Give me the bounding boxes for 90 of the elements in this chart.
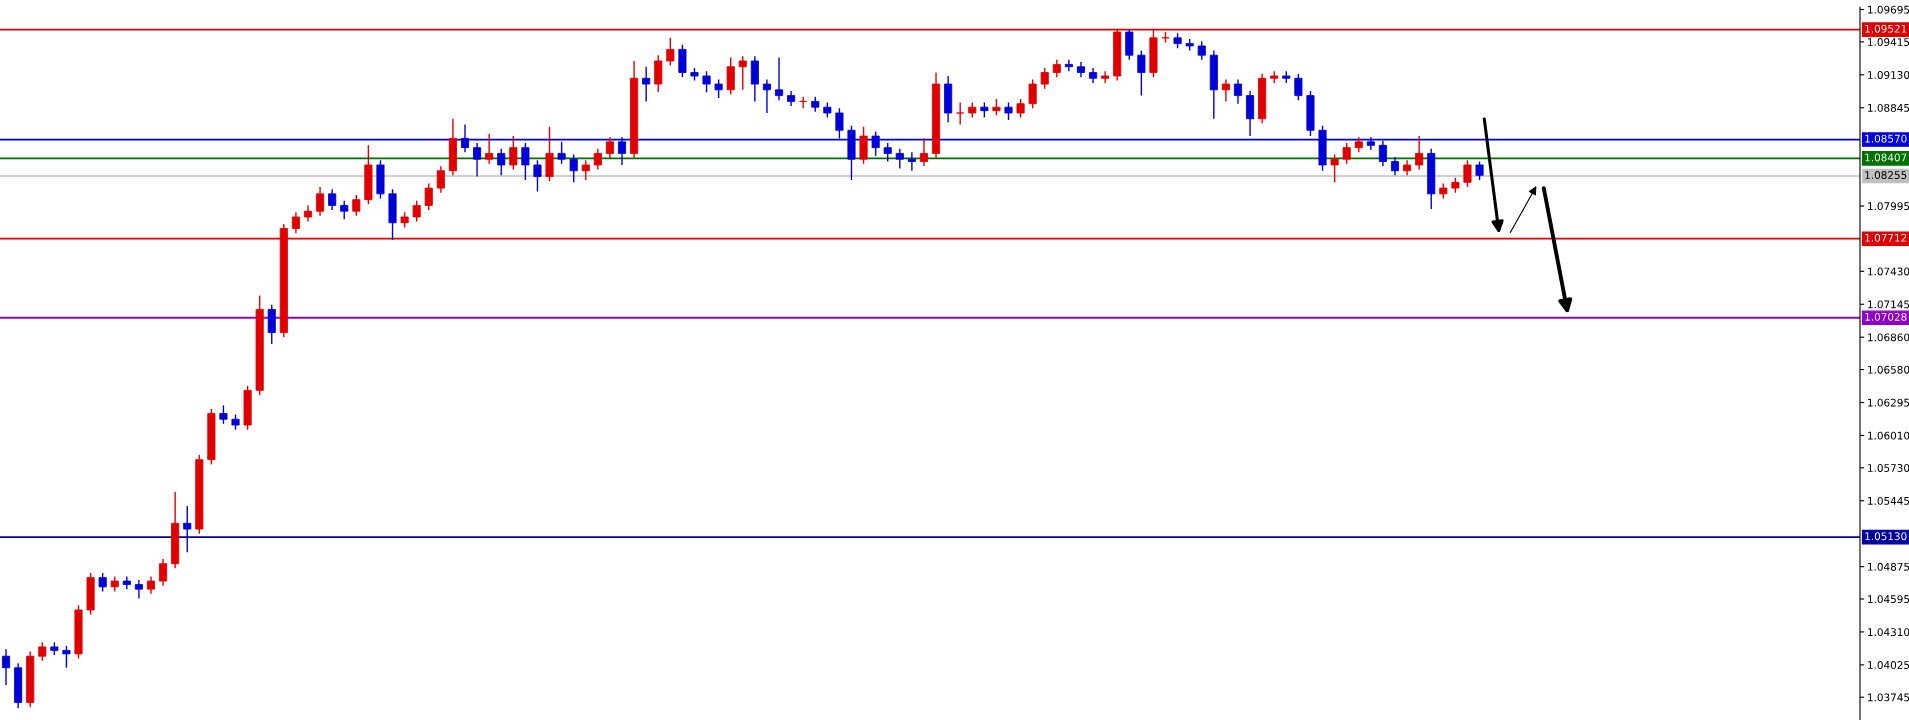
- candlestick: [219, 404, 228, 425]
- candlestick: [291, 211, 300, 234]
- candlestick: [956, 101, 965, 126]
- candlestick: [303, 204, 313, 223]
- candlestick: [1294, 72, 1303, 101]
- candlestick: [1016, 98, 1025, 119]
- candlestick: [1125, 29, 1134, 61]
- candlestick: [1233, 78, 1243, 105]
- candlestick: [62, 645, 71, 669]
- candlestick: [714, 78, 723, 99]
- candlestick: [895, 148, 904, 170]
- y-tick-label: 1.06580: [1868, 365, 1909, 374]
- candlestick: [1463, 159, 1472, 188]
- candlestick: [497, 148, 506, 177]
- y-tick-label: 1.07145: [1868, 300, 1909, 309]
- candlestick: [1101, 70, 1110, 84]
- candlestick: [2, 648, 11, 686]
- candlestick: [183, 505, 192, 553]
- ref-line-label: 1.08570: [1865, 134, 1907, 143]
- y-tick-label: 1.07430: [1868, 267, 1909, 276]
- y-tick-label: 1.04310: [1868, 628, 1909, 637]
- ref-line-label: 1.08255: [1865, 171, 1907, 179]
- candlestick: [593, 148, 602, 171]
- y-tick-label: 1.09130: [1868, 71, 1909, 79]
- candlestick: [134, 579, 143, 600]
- candlestick: [726, 56, 735, 96]
- candlestick: [340, 200, 349, 220]
- y-tick-label: 1.04025: [1868, 661, 1909, 669]
- candlestick: [1040, 67, 1049, 90]
- candlestick: [1415, 135, 1424, 171]
- y-tick-label: 1.05445: [1868, 496, 1909, 505]
- candlestick: [762, 78, 771, 114]
- candlestick: [859, 126, 868, 165]
- candlestick: [485, 133, 494, 165]
- candlestick: [1342, 142, 1351, 165]
- candlestick: [642, 66, 651, 103]
- candlestick: [436, 165, 445, 194]
- candlestick: [316, 186, 325, 217]
- candlestick: [352, 194, 361, 217]
- candlestick: [1197, 40, 1206, 61]
- candlestick: [545, 126, 554, 182]
- y-tick-label: 1.06860: [1868, 333, 1909, 342]
- candlestick: [1246, 90, 1255, 137]
- candlestick: [159, 558, 168, 587]
- candlestick: [473, 142, 482, 178]
- y-tick-label: 1.09415: [1868, 38, 1909, 46]
- y-tick-label: 1.03745: [1868, 693, 1909, 702]
- candlestick: [919, 137, 928, 167]
- y-tick-label: 1.04595: [1868, 595, 1909, 604]
- candlestick: [907, 151, 916, 172]
- candlestick: [521, 142, 530, 181]
- y-tick-label: 1.04875: [1868, 562, 1909, 571]
- ref-line-label: 1.07712: [1865, 233, 1907, 242]
- ref-line-label: 1.07028: [1865, 312, 1907, 321]
- candlestick: [98, 572, 107, 593]
- candlestick: [569, 153, 578, 184]
- candlestick: [1475, 160, 1484, 181]
- candlestick: [424, 182, 433, 211]
- candlestick: [533, 159, 542, 193]
- y-tick-label: 1.08845: [1868, 103, 1909, 112]
- candlestick: [666, 37, 675, 67]
- candlestick: [267, 304, 276, 345]
- candlestick: [678, 44, 687, 78]
- candlestick: [605, 136, 614, 159]
- y-tick-label: 1.06010: [1868, 431, 1909, 440]
- y-tick-label: 1.07995: [1868, 202, 1909, 211]
- candlestick: [412, 200, 421, 223]
- candlestick: [1137, 49, 1146, 97]
- candlestick: [557, 141, 566, 165]
- candlestick: [38, 641, 47, 662]
- candlestick: [1064, 59, 1073, 73]
- candlestick: [883, 142, 892, 163]
- ref-line-label: 1.09521: [1865, 24, 1907, 33]
- candlestick: [328, 188, 337, 211]
- y-tick-label: 1.09695: [1868, 5, 1909, 14]
- candlestick: [1390, 156, 1400, 177]
- y-tick-label: 1.05730: [1868, 464, 1909, 472]
- candlestick: [509, 135, 518, 171]
- candlestick: [1330, 153, 1339, 184]
- candlestick: [774, 56, 784, 101]
- candlestick: [750, 55, 759, 103]
- candlestick: [1221, 78, 1230, 103]
- candlestick: [654, 54, 663, 93]
- ref-line-label: 1.08407: [1865, 153, 1907, 162]
- candlestick: [1028, 78, 1037, 110]
- candlestick: [581, 159, 590, 181]
- y-tick-label: 1.06295: [1868, 398, 1909, 407]
- ref-line-label: 1.05130: [1865, 532, 1907, 541]
- candlestick: [702, 70, 711, 93]
- candlestick: [738, 55, 747, 91]
